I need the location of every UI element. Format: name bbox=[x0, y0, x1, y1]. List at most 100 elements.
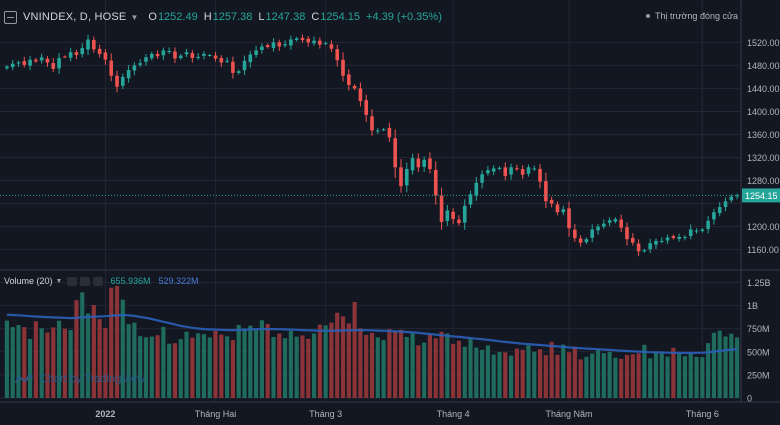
volume-bar bbox=[613, 357, 618, 398]
close-icon[interactable] bbox=[93, 276, 104, 286]
candle-body bbox=[659, 240, 664, 242]
volume-bar bbox=[543, 355, 548, 398]
candle-body bbox=[474, 182, 479, 196]
volume-value: 655.936M bbox=[110, 276, 151, 286]
volume-bar bbox=[462, 346, 467, 398]
candle-body bbox=[561, 209, 566, 213]
candle-body bbox=[433, 169, 438, 196]
candle-body bbox=[45, 58, 50, 63]
volume-indicator-name[interactable]: Volume (20) bbox=[4, 276, 53, 286]
candle-body bbox=[306, 38, 311, 43]
volume-bar bbox=[468, 339, 473, 398]
candle-body bbox=[694, 230, 699, 232]
candle-body bbox=[578, 238, 583, 243]
candle-body bbox=[555, 204, 560, 213]
candle-body bbox=[520, 169, 525, 175]
volume-bar bbox=[456, 340, 462, 398]
volume-bar bbox=[155, 335, 160, 398]
volume-bar bbox=[10, 327, 15, 398]
volume-bar bbox=[398, 329, 404, 398]
candle-body bbox=[613, 219, 618, 222]
volume-bar bbox=[230, 340, 235, 398]
volume-bar bbox=[143, 337, 149, 398]
volume-bar bbox=[636, 353, 641, 398]
chevron-down-icon[interactable]: ▼ bbox=[130, 12, 139, 22]
last-price-tag bbox=[742, 188, 780, 203]
volume-bar bbox=[572, 346, 577, 398]
volume-bar bbox=[51, 327, 56, 398]
volume-bar bbox=[711, 332, 717, 398]
volume-bar bbox=[306, 338, 311, 398]
candle-body bbox=[671, 236, 676, 239]
volume-bar bbox=[196, 333, 201, 398]
time-tick-label: Tháng Hai bbox=[195, 409, 237, 419]
candle-body bbox=[144, 57, 148, 62]
volume-tick-label: 500M bbox=[747, 347, 770, 357]
volume-bar bbox=[74, 300, 79, 398]
legend-header: VNINDEX, D, HOSE ▼ O 1252.49 H 1257.38 L… bbox=[4, 9, 448, 25]
visibility-icon[interactable] bbox=[67, 276, 78, 286]
volume-bar bbox=[555, 354, 560, 398]
status-dot-icon bbox=[646, 14, 650, 18]
candle-body bbox=[573, 229, 577, 239]
volume-bar bbox=[33, 321, 38, 398]
candle-body bbox=[39, 57, 44, 61]
volume-bar bbox=[45, 332, 50, 398]
candle-body bbox=[619, 219, 623, 228]
volume-bar bbox=[4, 320, 9, 398]
volume-bar bbox=[700, 357, 705, 398]
volume-bar bbox=[277, 333, 282, 398]
volume-bar bbox=[433, 338, 438, 398]
candle-body bbox=[381, 129, 386, 131]
volume-bar bbox=[735, 337, 740, 398]
volume-bar bbox=[178, 339, 183, 398]
collapse-icon[interactable] bbox=[4, 10, 17, 24]
candle-body bbox=[375, 130, 380, 132]
volume-bar bbox=[242, 328, 247, 398]
candle-body bbox=[173, 51, 177, 59]
candle-body bbox=[22, 61, 27, 65]
candle-body bbox=[509, 167, 513, 175]
candle-body bbox=[231, 61, 235, 73]
volume-bar bbox=[416, 345, 421, 398]
candle-body bbox=[196, 56, 200, 58]
candle-body bbox=[318, 40, 322, 45]
volume-bar bbox=[213, 330, 218, 398]
tradingview-watermark[interactable]: Chart by TradingView bbox=[14, 373, 145, 385]
candle-body bbox=[86, 39, 90, 50]
candle-body bbox=[370, 116, 374, 131]
time-tick-label: Tháng Năm bbox=[546, 409, 593, 419]
candle-body bbox=[602, 223, 606, 227]
volume-bar bbox=[509, 355, 514, 398]
volume-bar bbox=[601, 353, 606, 398]
volume-bar bbox=[653, 351, 659, 398]
candle-body bbox=[677, 236, 681, 239]
candle-body bbox=[132, 65, 137, 71]
volume-bar bbox=[677, 353, 682, 398]
volume-bar bbox=[648, 358, 653, 398]
volume-bar bbox=[706, 343, 711, 398]
settings-icon[interactable] bbox=[80, 276, 91, 286]
candle-body bbox=[567, 208, 571, 229]
symbol-title[interactable]: VNINDEX, D, HOSE bbox=[23, 11, 127, 23]
volume-bar bbox=[167, 343, 172, 398]
volume-bar bbox=[671, 347, 676, 398]
volume-bar bbox=[410, 332, 415, 398]
volume-bar bbox=[300, 335, 305, 398]
candle-body bbox=[155, 53, 160, 57]
volume-bar bbox=[109, 287, 114, 398]
candle-body bbox=[260, 46, 264, 50]
volume-bar bbox=[451, 343, 456, 398]
volume-bar bbox=[364, 334, 369, 398]
volume-bar bbox=[688, 352, 693, 398]
open-value: 1252.49 bbox=[157, 11, 198, 23]
price-tick-label: 1200.00 bbox=[747, 222, 780, 232]
candle-body bbox=[491, 168, 496, 172]
volume-bar bbox=[346, 323, 351, 398]
candle-body bbox=[289, 39, 293, 46]
volume-bar bbox=[422, 342, 427, 398]
chevron-down-icon[interactable]: ▼ bbox=[55, 277, 63, 285]
volume-bar bbox=[201, 334, 207, 398]
time-tick-label: 2022 bbox=[95, 409, 115, 419]
